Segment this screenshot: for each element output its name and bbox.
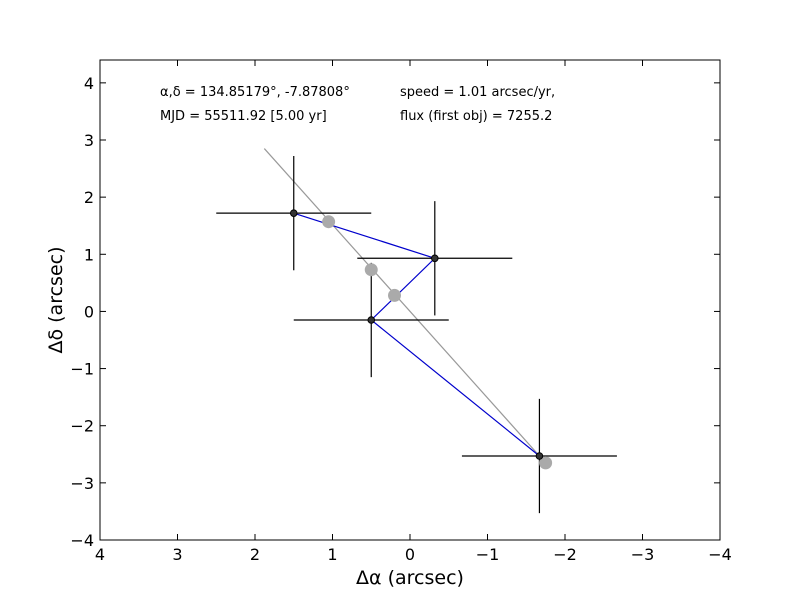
annotation-flux: flux (first obj) = 7255.2 (400, 109, 552, 124)
model-point (364, 263, 378, 277)
observed-point (431, 254, 439, 263)
y-tick-label: −3 (70, 474, 94, 493)
annotation-coords: α,δ = 134.85179°, -7.87808° (160, 85, 350, 100)
y-tick-label: 3 (84, 131, 94, 150)
x-tick-label: 3 (172, 545, 182, 564)
y-tick-label: 2 (84, 188, 94, 207)
fit-line-group (263, 148, 547, 464)
x-tick-label: 2 (250, 545, 260, 564)
y-tick-label: 0 (84, 302, 94, 321)
x-tick-label: −4 (708, 545, 732, 564)
tick-group: 4 3 2 1 0 −1 −2 −3 −4 −4 −3 −2 −1 0 1 2 3 4 (70, 60, 732, 564)
x-axis-label: Δα (arcsec) (356, 567, 464, 589)
y-tick-label: −1 (70, 360, 94, 379)
observed-point (367, 316, 376, 324)
annotation-mjd: MJD = 55511.92 [5.00 yr] (160, 109, 327, 124)
model-point-group (322, 215, 553, 470)
y-tick-label: −2 (70, 417, 94, 436)
plot-frame (99, 59, 721, 541)
annotation-speed: speed = 1.01 arcsec/yr, (400, 85, 555, 100)
model-point (388, 288, 401, 302)
model-point (539, 456, 553, 470)
x-tick-label: 1 (327, 545, 337, 564)
x-tick-label: 4 (95, 545, 105, 564)
observed-point (535, 452, 544, 460)
y-axis-label: Δδ (arcsec) (45, 246, 67, 353)
y-tick-label: −4 (70, 531, 94, 550)
observed-connector-line (293, 212, 540, 457)
x-tick-label: −2 (553, 545, 577, 564)
model-point (322, 215, 336, 229)
y-tick-label: 1 (84, 245, 94, 264)
y-tick-label: 4 (84, 74, 94, 93)
fit-line (263, 148, 547, 464)
observed-point-group (289, 209, 544, 460)
observed-point (289, 209, 298, 217)
error-bar-group (216, 156, 617, 514)
connector-group (293, 212, 540, 457)
x-tick-label: −1 (476, 545, 500, 564)
x-tick-label: −3 (631, 545, 655, 564)
x-tick-label: 0 (405, 545, 415, 564)
